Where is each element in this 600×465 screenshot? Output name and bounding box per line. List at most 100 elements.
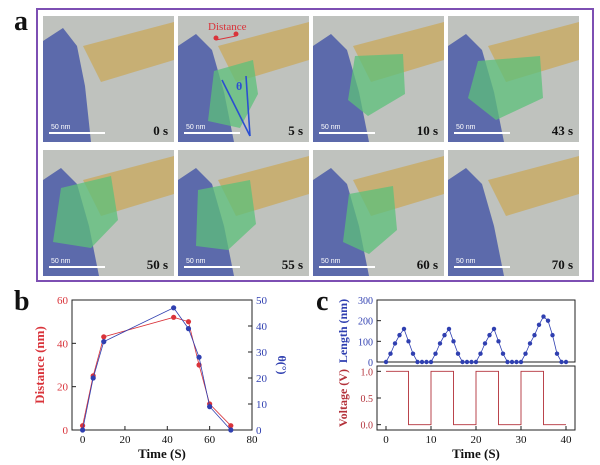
green-region — [196, 180, 256, 250]
y-tick-label-top: 300 — [358, 296, 373, 307]
length-point — [545, 318, 551, 323]
x-tick-label: 80 — [247, 434, 259, 446]
distance-label: Distance — [208, 21, 247, 33]
length-point — [446, 326, 452, 332]
x-tick-label: 0 — [383, 434, 389, 446]
length-point — [505, 359, 510, 365]
data-point-right — [90, 375, 96, 381]
y-tick-label-bottom: 0.0 — [361, 421, 374, 432]
x-tick-label: 30 — [516, 434, 528, 446]
length-point — [482, 341, 488, 346]
theta-line — [245, 75, 251, 137]
tem-tile: 50 nm 10 s — [313, 16, 444, 142]
length-point — [478, 351, 483, 356]
scale-bar — [49, 266, 105, 268]
y-tick-label-right: 0 — [256, 425, 262, 437]
length-point — [554, 351, 560, 356]
length-point — [442, 332, 447, 338]
y-tick-label-right: 30 — [256, 347, 268, 359]
data-point-left — [101, 334, 107, 340]
length-point — [383, 359, 389, 365]
tem-tile-drawing — [43, 16, 174, 142]
length-point — [406, 339, 411, 344]
time-label: 60 s — [416, 257, 438, 272]
scale-bar — [184, 132, 240, 134]
scale-label: 50 nm — [51, 124, 71, 131]
length-point — [536, 322, 542, 327]
tem-tile-drawing — [448, 150, 579, 276]
y-tick-label-top: 200 — [358, 317, 373, 328]
y-tick-label-bottom: 0.5 — [361, 394, 374, 405]
y-tick-label-right: 10 — [256, 399, 268, 411]
probe-tip — [448, 168, 504, 276]
scale-label: 50 nm — [456, 258, 476, 265]
series-line-left — [82, 316, 232, 426]
length-point — [523, 351, 528, 356]
tem-tile-drawing — [313, 16, 444, 142]
tem-tile: 50 nm 43 s — [448, 16, 579, 142]
x-axis-label: Time (S) — [452, 446, 500, 461]
data-point-left — [228, 423, 234, 429]
time-label: 5 s — [288, 123, 303, 138]
tem-tile: 50 nm 55 s — [178, 150, 309, 276]
length-point — [451, 339, 456, 344]
tem-tile: 50 nm 60 s — [313, 150, 444, 276]
series-line-right — [82, 307, 232, 431]
tem-tile: Distance θ 50 nm 5 s — [178, 16, 309, 142]
x-axis-label: Time (S) — [138, 446, 186, 461]
y-axis-label-bottom: Voltage (V) — [336, 369, 350, 427]
probe-tip — [43, 28, 91, 142]
length-point — [496, 339, 501, 344]
scale-bar — [454, 266, 510, 268]
length-point — [392, 341, 398, 346]
data-point-left — [171, 314, 177, 320]
x-tick-label: 0 — [80, 434, 86, 446]
length-point — [509, 359, 515, 365]
length-point — [541, 314, 546, 319]
data-point-left — [185, 319, 192, 325]
x-tick-label: 10 — [426, 434, 438, 446]
tem-tile: 50 nm 0 s — [43, 16, 174, 142]
data-point-right — [171, 305, 177, 311]
panel-letter-a: a — [14, 6, 28, 37]
tem-image-grid: 50 nm 0 s Distance θ 50 nm 5 s 50 nm 10 s 50 nm 4… — [36, 8, 594, 282]
theta-line — [221, 79, 251, 137]
length-point — [428, 359, 434, 365]
green-region — [53, 176, 118, 248]
plot-frame-top — [376, 299, 576, 363]
y-tick-label-right: 50 — [256, 295, 268, 307]
x-tick-label: 20 — [119, 434, 131, 446]
scale-label: 50 nm — [456, 124, 476, 131]
x-tick-label: 40 — [162, 434, 174, 446]
green-region — [468, 56, 543, 120]
panel-letter-b: b — [14, 286, 30, 317]
theta-label: θ — [236, 79, 242, 93]
tem-tile-drawing: Distance θ — [178, 16, 309, 142]
scale-label: 50 nm — [186, 124, 206, 131]
time-label: 70 s — [551, 257, 573, 272]
length-point — [437, 341, 443, 346]
panel-letter-c: c — [316, 286, 329, 317]
length-point — [455, 351, 461, 356]
y-tick-label-bottom: 1.0 — [361, 367, 374, 378]
y-tick-label-top: 0 — [368, 358, 373, 369]
length-point — [460, 359, 465, 365]
data-point-right — [196, 354, 202, 360]
length-point — [433, 351, 438, 356]
length-point — [401, 326, 407, 332]
time-label: 43 s — [551, 123, 573, 138]
length-point — [532, 332, 537, 338]
nanowire — [488, 156, 579, 216]
distance-line — [215, 35, 237, 41]
time-label: 0 s — [153, 123, 168, 138]
length-point — [514, 359, 519, 365]
scale-label: 50 nm — [321, 124, 341, 131]
x-tick-label: 40 — [561, 434, 573, 446]
scale-bar — [184, 266, 240, 268]
green-region — [343, 186, 397, 254]
y-tick-label-left: 60 — [57, 295, 69, 307]
length-point — [473, 359, 479, 365]
data-point-right — [228, 427, 234, 433]
length-point — [424, 359, 429, 365]
